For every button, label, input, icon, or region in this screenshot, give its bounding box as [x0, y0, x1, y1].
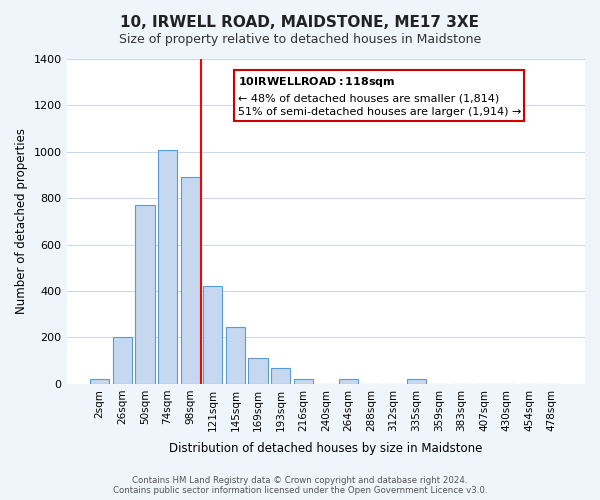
Bar	[90, 380, 109, 384]
Text: $\bf{10 IRWELL ROAD: 118sqm}$
← 48% of detached houses are smaller (1,814)
51% o: $\bf{10 IRWELL ROAD: 118sqm}$ ← 48% of d…	[238, 75, 521, 117]
X-axis label: Distribution of detached houses by size in Maidstone: Distribution of detached houses by size …	[169, 442, 482, 455]
Bar	[339, 380, 358, 384]
Y-axis label: Number of detached properties: Number of detached properties	[15, 128, 28, 314]
Bar	[158, 150, 177, 384]
Bar	[248, 358, 268, 384]
Bar	[293, 380, 313, 384]
Bar	[113, 338, 132, 384]
Text: Contains HM Land Registry data © Crown copyright and database right 2024.: Contains HM Land Registry data © Crown c…	[132, 476, 468, 485]
Bar	[203, 286, 223, 384]
Text: 10, IRWELL ROAD, MAIDSTONE, ME17 3XE: 10, IRWELL ROAD, MAIDSTONE, ME17 3XE	[121, 15, 479, 30]
Text: Size of property relative to detached houses in Maidstone: Size of property relative to detached ho…	[119, 32, 481, 46]
Text: Contains public sector information licensed under the Open Government Licence v3: Contains public sector information licen…	[113, 486, 487, 495]
Bar	[136, 205, 155, 384]
Bar	[181, 178, 200, 384]
Bar	[407, 380, 426, 384]
Bar	[226, 327, 245, 384]
Bar	[271, 368, 290, 384]
